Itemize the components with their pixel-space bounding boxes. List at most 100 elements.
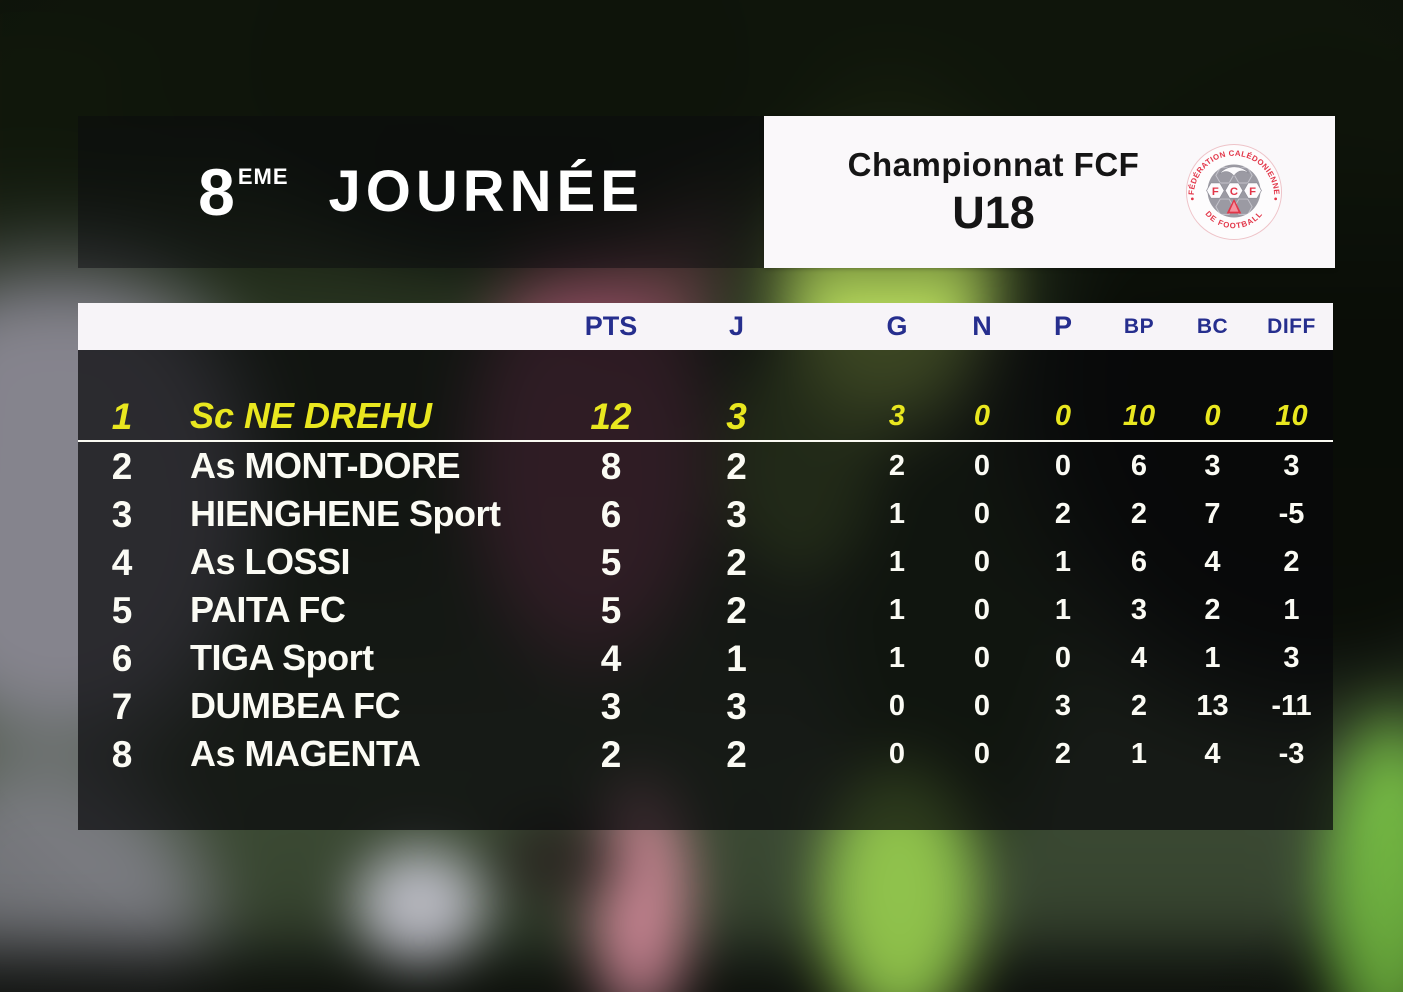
table-row: 4 As LOSSI 5 2 1 0 1 6 4 2 bbox=[78, 538, 1333, 586]
goal-diff-cell: 10 bbox=[1275, 399, 1308, 432]
played-cell: 2 bbox=[726, 733, 747, 775]
table-row: 6 TIGA Sport 4 1 1 0 0 4 1 3 bbox=[78, 634, 1333, 682]
goals-for-cell: 3 bbox=[1130, 593, 1148, 626]
rank-cell: 3 bbox=[111, 493, 133, 535]
goals-for-cell: 1 bbox=[1130, 737, 1148, 770]
goal-diff-cell: 2 bbox=[1283, 545, 1300, 578]
goals-against-cell: 13 bbox=[1196, 689, 1229, 722]
points-cell: 2 bbox=[600, 733, 622, 775]
rank-cell: 7 bbox=[111, 685, 133, 727]
col-losses: P bbox=[1053, 311, 1072, 341]
team-name-cell: TIGA Sport bbox=[190, 637, 374, 678]
goals-against-cell: 1 bbox=[1204, 641, 1221, 674]
played-cell: 2 bbox=[726, 541, 747, 583]
competition-text: Championnat FCF U18 bbox=[764, 146, 1185, 239]
rank-cell: 8 bbox=[111, 733, 133, 775]
losses-cell: 3 bbox=[1054, 689, 1072, 722]
draws-cell: 0 bbox=[973, 399, 991, 432]
losses-cell: 0 bbox=[1054, 449, 1072, 482]
matchday-number: 8 bbox=[198, 155, 235, 229]
wins-cell: 1 bbox=[888, 641, 906, 674]
losses-cell: 0 bbox=[1054, 399, 1072, 432]
points-cell: 12 bbox=[590, 395, 632, 437]
svg-text:F: F bbox=[1212, 186, 1219, 198]
competition-name: Championnat FCF bbox=[847, 145, 1140, 183]
logo-hex-shields: F C F bbox=[1206, 182, 1262, 199]
wins-cell: 3 bbox=[888, 399, 906, 432]
draws-cell: 0 bbox=[973, 545, 991, 578]
goal-diff-cell: -11 bbox=[1271, 689, 1312, 722]
rank-cell: 5 bbox=[111, 589, 133, 631]
rank-cell: 1 bbox=[111, 395, 133, 437]
col-played: J bbox=[728, 311, 745, 341]
played-cell: 3 bbox=[726, 493, 747, 535]
team-name-cell: As MONT-DORE bbox=[190, 445, 461, 486]
wins-cell: 1 bbox=[888, 593, 906, 626]
team-name-cell: As MAGENTA bbox=[190, 733, 421, 774]
draws-cell: 0 bbox=[973, 497, 991, 530]
table-row: 1 Sc NE DREHU 12 3 3 0 0 10 0 10 bbox=[78, 392, 1333, 442]
table-row: 7 DUMBEA FC 3 3 0 0 3 2 13 -11 bbox=[78, 682, 1333, 730]
goals-against-cell: 7 bbox=[1204, 497, 1221, 530]
played-cell: 2 bbox=[726, 589, 747, 631]
rank-cell: 6 bbox=[111, 637, 133, 679]
rank-cell: 4 bbox=[111, 541, 133, 583]
played-cell: 2 bbox=[726, 445, 747, 487]
goals-for-cell: 10 bbox=[1122, 399, 1156, 432]
goal-diff-cell: -3 bbox=[1278, 737, 1305, 770]
table-row: 2 As MONT-DORE 8 2 2 0 0 6 3 3 bbox=[78, 442, 1333, 490]
standings-table: PTS J G N P BP BC DIFF 1 Sc NE DREHU 1 2 … bbox=[78, 303, 1333, 830]
wins-cell: 0 bbox=[888, 689, 906, 722]
svg-text:F: F bbox=[1249, 186, 1256, 198]
points-cell: 8 bbox=[600, 445, 622, 487]
goals-against-cell: 3 bbox=[1204, 449, 1221, 482]
team-name-cell: As LOSSI bbox=[190, 541, 351, 582]
col-draws: N bbox=[972, 311, 992, 341]
points-cell: 5 bbox=[600, 589, 622, 631]
col-points: PTS bbox=[584, 311, 638, 341]
draws-cell: 0 bbox=[973, 737, 991, 770]
wins-cell: 2 bbox=[888, 449, 906, 482]
table-header: PTS J G N P BP BC DIFF bbox=[78, 303, 1333, 350]
svg-text:C: C bbox=[1230, 186, 1238, 198]
goals-for-cell: 4 bbox=[1130, 641, 1148, 674]
wins-cell: 1 bbox=[888, 545, 906, 578]
points-cell: 6 bbox=[600, 493, 622, 535]
goal-diff-cell: 3 bbox=[1283, 641, 1300, 674]
col-goals-for: BP bbox=[1123, 314, 1155, 338]
played-cell: 3 bbox=[726, 685, 747, 727]
points-cell: 4 bbox=[600, 637, 622, 679]
matchday-word: JOURNÉE bbox=[328, 159, 644, 224]
fcf-federation-logo: FÉDÉRATION CALÉDONIENNE DE FOOTBALL F C bbox=[1185, 143, 1283, 241]
draws-cell: 0 bbox=[973, 593, 991, 626]
team-name-cell: DUMBEA FC bbox=[190, 685, 401, 726]
team-name-cell: Sc NE DREHU bbox=[190, 395, 433, 436]
losses-cell: 2 bbox=[1054, 737, 1072, 770]
goals-against-cell: 2 bbox=[1204, 593, 1221, 626]
points-cell: 3 bbox=[600, 685, 622, 727]
logo-cagou-bird bbox=[1219, 166, 1249, 177]
losses-cell: 1 bbox=[1054, 545, 1072, 578]
goals-against-cell: 4 bbox=[1204, 737, 1221, 770]
goal-diff-cell: 3 bbox=[1283, 449, 1300, 482]
wins-cell: 0 bbox=[888, 737, 906, 770]
table-row: 3 HIENGHENE Sport 6 3 1 0 2 2 7 -5 bbox=[78, 490, 1333, 538]
wins-cell: 1 bbox=[888, 497, 906, 530]
col-wins: G bbox=[886, 311, 908, 341]
team-name-cell: PAITA FC bbox=[190, 589, 346, 630]
team-name-cell: HIENGHENE Sport bbox=[190, 493, 501, 534]
draws-cell: 0 bbox=[973, 449, 991, 482]
played-cell: 1 bbox=[726, 637, 747, 679]
competition-card: Championnat FCF U18 FÉDÉRATION CALÉDONIE… bbox=[764, 116, 1335, 268]
goals-against-cell: 4 bbox=[1204, 545, 1221, 578]
table-row: 5 PAITA FC 5 2 1 0 1 3 2 1 bbox=[78, 586, 1333, 634]
col-goals-against: BC bbox=[1196, 314, 1229, 338]
rank-cell: 2 bbox=[111, 445, 133, 487]
draws-cell: 0 bbox=[973, 689, 991, 722]
matchday-banner: 8 EME JOURNÉE bbox=[78, 116, 764, 268]
standings-body: 1 Sc NE DREHU 12 3 3 0 0 10 0 10 2 As MO… bbox=[78, 350, 1333, 830]
table-row: 8 As MAGENTA 2 2 0 0 2 1 4 -3 bbox=[78, 730, 1333, 778]
goals-against-cell: 0 bbox=[1204, 399, 1221, 432]
goals-for-cell: 6 bbox=[1130, 449, 1148, 482]
